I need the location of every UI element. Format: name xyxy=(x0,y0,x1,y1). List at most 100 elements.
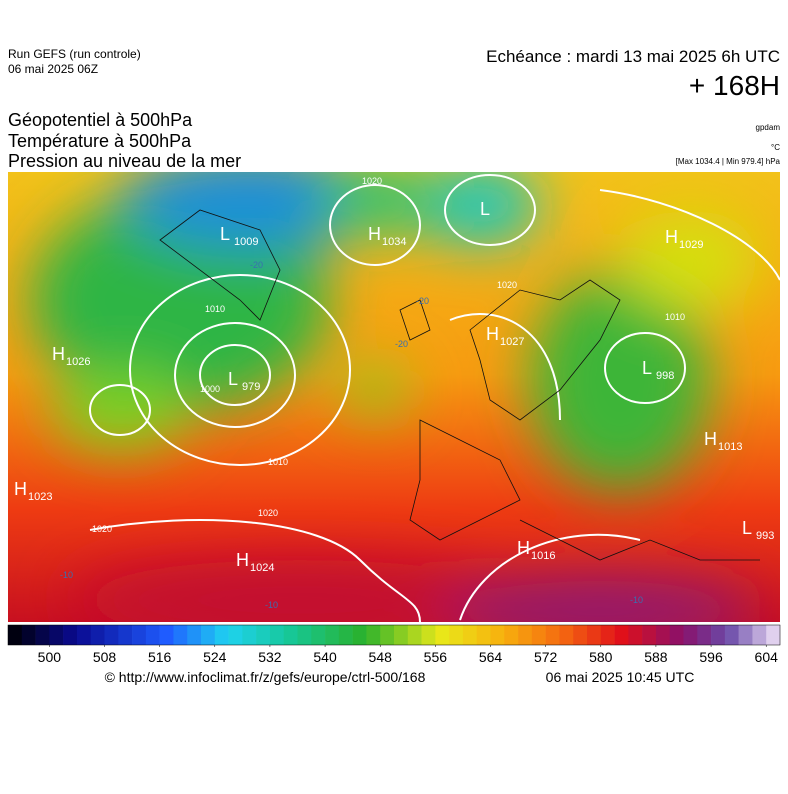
center-type: H xyxy=(665,227,678,247)
contour-label: 1020 xyxy=(92,524,112,534)
colorbar-swatch xyxy=(476,625,491,645)
colorbar-tick-label: 524 xyxy=(203,649,227,665)
colorbar-tick-label: 580 xyxy=(589,649,613,665)
colorbar-swatch xyxy=(8,625,23,645)
colorbar-swatch xyxy=(159,625,174,645)
colorbar-frame xyxy=(7,624,781,646)
center-type: L xyxy=(220,224,230,244)
colorbar-tick-label: 564 xyxy=(479,649,503,665)
valid-time: Echéance : mardi 13 mai 2025 6h UTC xyxy=(486,47,780,66)
colorbar-tick-label: 548 xyxy=(369,649,393,665)
colorbar-swatch xyxy=(104,625,119,645)
colorbar-tick-label: 500 xyxy=(38,649,62,665)
colorbar-swatch xyxy=(518,625,533,645)
center-value: 1026 xyxy=(66,356,90,368)
colorbar-swatch xyxy=(90,625,105,645)
colorbar-tick-label: 556 xyxy=(424,649,448,665)
colorbar-swatch xyxy=(655,625,671,645)
center-value: 1027 xyxy=(500,336,524,348)
colorbar-swatch xyxy=(187,625,202,645)
legend-line: Pression au niveau de la mer xyxy=(8,151,241,171)
colorbar-swatch xyxy=(724,625,739,645)
contour-label: -10 xyxy=(60,570,73,580)
colorbar-swatch xyxy=(35,625,50,645)
contour-label: -20 xyxy=(416,296,429,306)
contour-label: 1020 xyxy=(362,176,382,186)
contour-label: 1010 xyxy=(268,457,288,467)
colorbar-swatch xyxy=(283,625,298,645)
center-type: H xyxy=(704,429,717,449)
map xyxy=(8,172,780,622)
legend-line: Géopotentiel à 500hPa xyxy=(8,110,193,130)
center-type: H xyxy=(486,324,499,344)
colorbar-swatch xyxy=(669,625,684,645)
isobars xyxy=(89,174,780,622)
run-date: 06 mai 2025 06Z xyxy=(8,62,98,76)
colorbar-swatch xyxy=(462,625,478,645)
center-value: 1034 xyxy=(382,236,406,248)
colorbar-swatch xyxy=(21,625,36,645)
colorbar-swatch xyxy=(366,625,381,645)
coastlines xyxy=(159,209,760,561)
colorbar-swatch xyxy=(490,625,505,645)
center-value: 1009 xyxy=(234,236,258,248)
colorbar-swatch xyxy=(63,625,78,645)
center-type: L xyxy=(742,518,752,538)
contour-label: 1010 xyxy=(205,304,225,314)
colorbar-swatch xyxy=(449,625,464,645)
colorbar-swatch xyxy=(325,625,340,645)
center-type: L xyxy=(228,369,238,389)
colorbar-swatch xyxy=(311,625,326,645)
colorbar-swatch xyxy=(201,625,216,645)
colorbar-swatch xyxy=(132,625,147,645)
center-type: H xyxy=(52,344,65,364)
colorbar-swatch xyxy=(738,625,753,645)
contour-label: -10 xyxy=(630,595,643,605)
center-type: L xyxy=(642,358,652,378)
colorbar-swatch xyxy=(545,625,560,645)
center-type: H xyxy=(236,550,249,570)
colorbar-swatch xyxy=(531,625,546,645)
colorbar-tick-label: 596 xyxy=(699,649,723,665)
colorbar-tick-label: 516 xyxy=(148,649,172,665)
center-type: H xyxy=(517,538,530,558)
colorbar-tick-label: 540 xyxy=(313,649,337,665)
colorbar-swatch xyxy=(380,625,395,645)
colorbar-swatch xyxy=(614,625,629,645)
colorbar-swatch xyxy=(297,625,312,645)
contour-label: 1010 xyxy=(665,312,685,322)
colorbar-swatch xyxy=(242,625,257,645)
center-value: 1029 xyxy=(679,239,703,251)
center-type: L xyxy=(480,199,490,219)
colorbar-swatch xyxy=(214,625,229,645)
contour-label: 1020 xyxy=(497,280,517,290)
center-type: H xyxy=(368,224,381,244)
center-value: 998 xyxy=(656,370,674,382)
center-value: 1024 xyxy=(250,562,274,574)
colorbar-swatch xyxy=(394,625,409,645)
colorbar-swatch xyxy=(504,625,519,645)
contour-label: 1020 xyxy=(258,508,278,518)
colorbar-swatch xyxy=(407,625,422,645)
colorbar-swatch xyxy=(49,625,64,645)
colorbar-swatch xyxy=(752,625,767,645)
colorbar-swatch xyxy=(587,625,602,645)
colorbar-swatch xyxy=(352,625,367,645)
colorbar-swatch xyxy=(628,625,643,645)
colorbar-swatch xyxy=(573,625,588,645)
center-type: H xyxy=(14,479,27,499)
colorbar-tick-label: 572 xyxy=(534,649,558,665)
center-value: 979 xyxy=(242,381,260,393)
contour-label: -20 xyxy=(250,260,263,270)
colorbar-swatch xyxy=(711,625,726,645)
colorbar-swatch xyxy=(173,625,188,645)
colorbar-swatch xyxy=(76,625,92,645)
colorbar-tick-label: 508 xyxy=(93,649,117,665)
center-value: 1016 xyxy=(531,550,555,562)
unit: [Max 1034.4 | Min 979.4] hPa xyxy=(676,157,781,166)
contour-label: 1000 xyxy=(200,384,220,394)
colorbar-swatch xyxy=(338,625,353,645)
center-value: 1023 xyxy=(28,491,52,503)
